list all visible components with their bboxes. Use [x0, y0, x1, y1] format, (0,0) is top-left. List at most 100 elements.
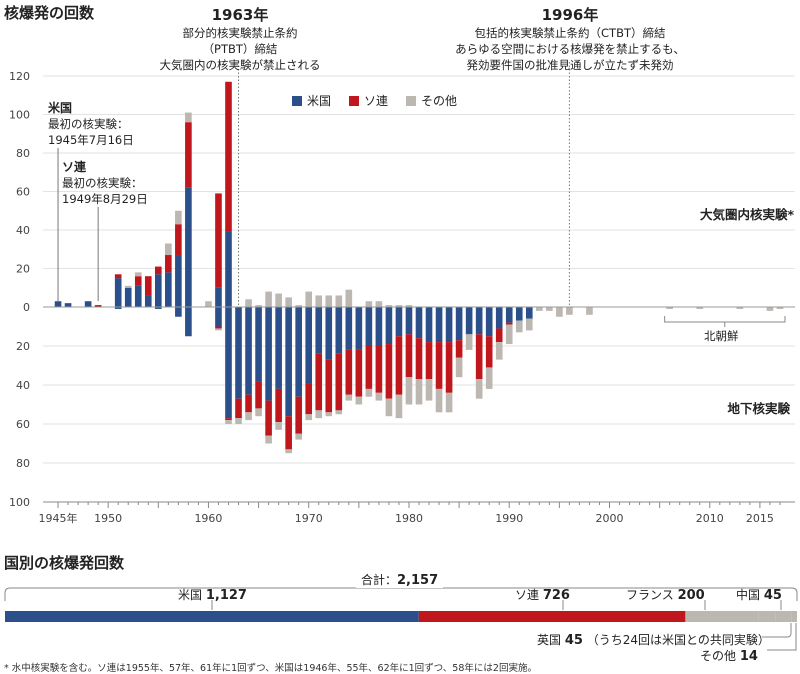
bar-atmospheric-other: [285, 297, 292, 307]
total-count: 合計：2,157: [356, 571, 444, 588]
bar-underground-ussr: [265, 400, 272, 436]
y-tick-label: 80: [16, 457, 30, 470]
annotation-1996-line: 発効要件国の批准見通しが立たず未発効: [466, 58, 674, 72]
bar-atmospheric-other: [375, 301, 383, 307]
origin-ussr-heading: ソ連: [62, 160, 87, 174]
bar-underground-ussr: [355, 349, 363, 397]
bar-atmospheric-ussr: [114, 274, 122, 279]
bar-atmospheric-us: [84, 301, 92, 307]
bar-underground-other: [776, 307, 784, 309]
total-count-label: 合計：: [361, 573, 398, 587]
bar-underground-us: [375, 307, 383, 346]
bar-underground-other: [415, 379, 423, 405]
bar-underground-ussr: [375, 346, 383, 393]
bar-underground-ussr: [255, 381, 262, 409]
segment-value-us: 1,127: [205, 588, 247, 603]
x-tick-label: 1970: [295, 512, 323, 525]
segment-label-china: 中国 45: [736, 586, 782, 603]
segment-label-uk: 英国 45 （うち24回は米国との共同実験）: [537, 631, 770, 648]
y-tick-label: 40: [16, 224, 30, 237]
bar-underground-other: [295, 433, 302, 440]
bar-underground-us: [525, 307, 533, 319]
bar-atmospheric-ussr: [134, 276, 142, 286]
bar-atmospheric-ussr: [144, 276, 152, 296]
bar-underground-us: [335, 307, 343, 354]
legend-label-other: その他: [421, 94, 458, 108]
bar-underground-us: [154, 307, 162, 309]
bar-underground-other: [525, 318, 533, 331]
bar-underground-other: [345, 394, 353, 401]
bar-underground-other: [465, 334, 473, 350]
bar-atmospheric-other: [385, 305, 393, 307]
segment-value-others: 14: [739, 649, 758, 664]
bar-underground-ussr: [225, 418, 232, 421]
segment-label-ussr: ソ連 726: [515, 586, 570, 603]
bar-atmospheric-other: [165, 243, 172, 256]
bar-underground-other: [395, 394, 403, 419]
bar-underground-other: [586, 307, 593, 315]
bar-underground-us: [215, 307, 222, 327]
annotation-1996-line: あらゆる空間における核爆発を禁止するも、: [455, 42, 685, 56]
x-tick-label: 1960: [194, 512, 222, 525]
bar-underground-ussr: [345, 349, 353, 395]
bar-atmospheric-other: [365, 301, 373, 307]
bar-underground-ussr: [485, 336, 493, 368]
bar-underground-us: [445, 307, 453, 343]
bar-atmospheric-us: [225, 231, 232, 307]
y-tick-label: 120: [9, 70, 30, 83]
bar-underground-other: [305, 414, 313, 421]
bar-underground-other: [556, 307, 563, 317]
segment-value-france: 200: [677, 588, 705, 603]
footnote: * 水中核実験を含む。ソ連は1955年、57年、61年に1回ずつ、米国は1946…: [4, 663, 537, 674]
segment-value-uk: 45: [564, 633, 583, 648]
y-tick-label: 40: [16, 379, 30, 392]
bar-underground-other: [275, 422, 282, 430]
origin-ussr: ソ連 最初の核実験： 1949年8月29日: [62, 158, 148, 207]
bar-underground-other: [485, 367, 493, 389]
bar-underground-us: [495, 307, 503, 329]
annotation-1963-line: （PTBT）締結: [202, 42, 278, 56]
bar-underground-other: [435, 388, 443, 413]
bar-underground-other: [355, 396, 363, 405]
bar-underground-ussr: [495, 328, 503, 343]
bar-underground-us: [505, 307, 513, 323]
bar-underground-ussr: [455, 340, 463, 358]
x-tick-label: 2010: [696, 512, 724, 525]
bar-underground-other: [255, 408, 262, 417]
bar-atmospheric-us: [134, 285, 142, 307]
y-tick-label: 80: [16, 147, 30, 160]
bar-underground-us: [265, 307, 272, 401]
uk-pointer: [762, 623, 792, 638]
bar-atmospheric-us: [154, 274, 162, 307]
others-pointer: [767, 623, 797, 651]
bar-underground-us: [275, 307, 282, 389]
country-segment: [685, 611, 759, 622]
bar-underground-other: [335, 410, 343, 415]
bar-atmospheric-other: [185, 112, 192, 123]
chart-title: 核爆発の回数: [4, 4, 95, 22]
bar-atmospheric-us: [124, 287, 132, 307]
bar-underground-ussr: [335, 353, 343, 411]
bar-underground-us: [225, 307, 232, 419]
bar-atmospheric-ussr: [154, 266, 162, 275]
bar-underground-ussr: [445, 342, 453, 393]
north-korea-bracket: [664, 316, 786, 327]
bar-underground-other: [265, 435, 272, 444]
annotation-1996: 1996年 包括的核実験禁止条約（CTBT）締結 あらゆる空間における核爆発を禁…: [430, 4, 710, 73]
bar-underground-us: [315, 307, 323, 354]
bar-underground-us: [465, 307, 473, 335]
bar-underground-us: [435, 307, 443, 343]
bar-underground-us: [345, 307, 353, 350]
bar-atmospheric-other: [395, 305, 403, 307]
country-segment: [758, 611, 776, 622]
bar-atmospheric-us: [175, 255, 182, 307]
bar-atmospheric-ussr: [215, 193, 222, 288]
north-korea-label: 北朝鮮: [704, 329, 739, 343]
bar-underground-other: [536, 307, 543, 311]
bar-underground-us: [114, 307, 122, 309]
bar-atmospheric-us: [64, 303, 72, 307]
legend-swatch-other: [406, 95, 417, 106]
segment-name-ussr: ソ連: [515, 588, 540, 602]
chart-legend: 米国 ソ連 その他: [292, 92, 457, 109]
